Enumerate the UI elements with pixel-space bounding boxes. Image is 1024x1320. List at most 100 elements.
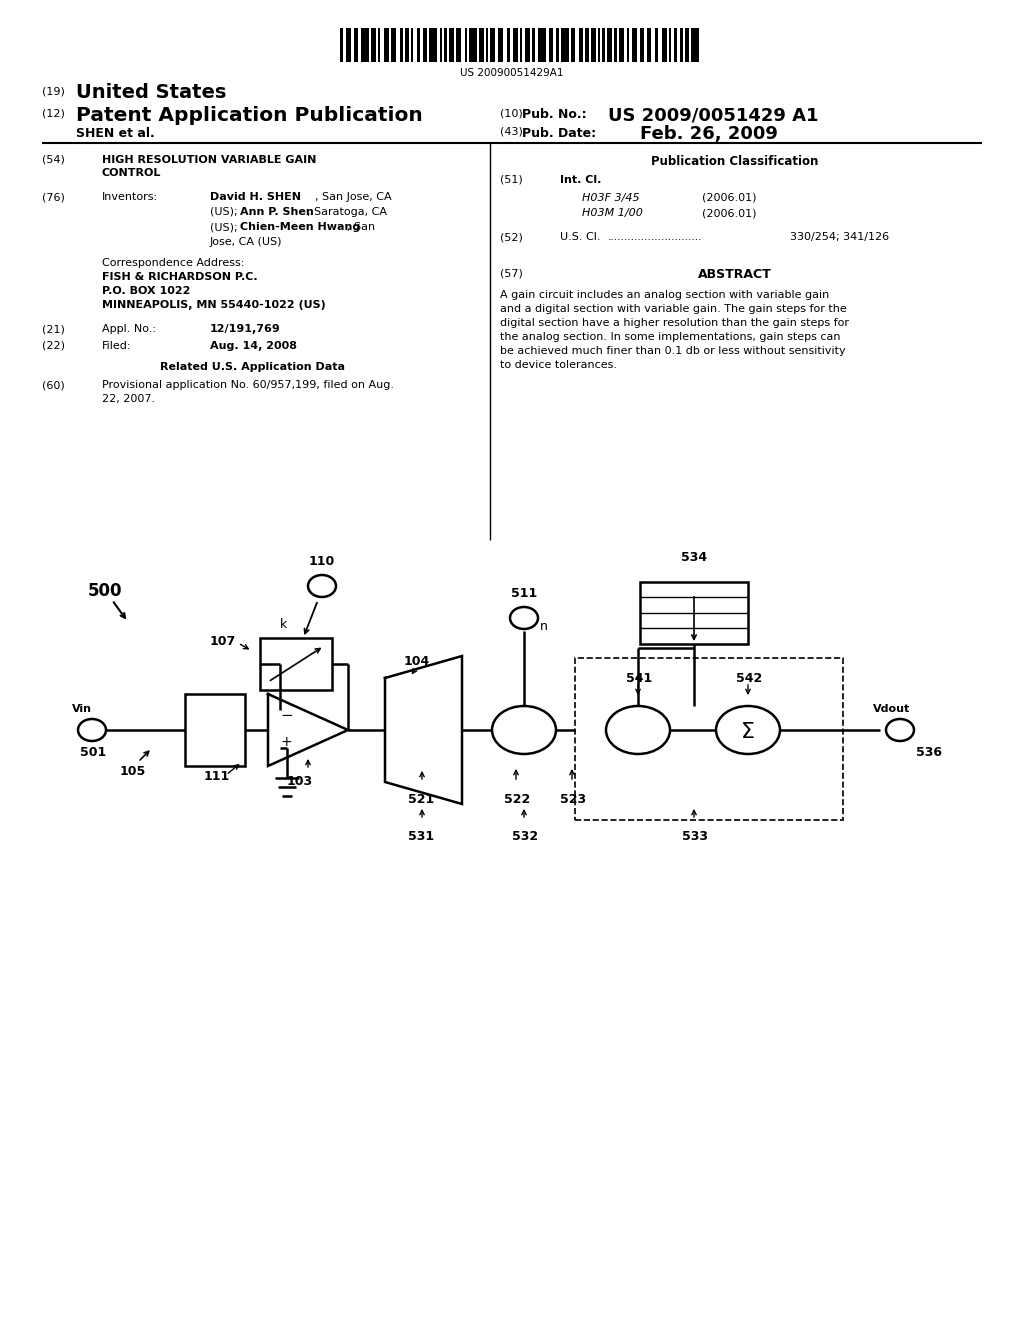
Text: Feb. 26, 2009: Feb. 26, 2009 [640,125,778,143]
Text: MINNEAPOLIS, MN 55440-1022 (US): MINNEAPOLIS, MN 55440-1022 (US) [102,300,326,310]
Text: 110: 110 [309,554,335,568]
Text: (12): (12) [42,108,65,117]
Bar [391,28,396,62]
Text: ABSTRACT: ABSTRACT [698,268,772,281]
Text: 500: 500 [88,582,123,601]
Bar [354,28,358,62]
Bar [465,28,467,62]
Bar [538,28,546,62]
Text: Vin: Vin [72,704,92,714]
Bar [680,28,683,62]
Text: (43): (43) [500,127,523,137]
Text: P.O. BOX 1022: P.O. BOX 1022 [102,286,190,296]
Text: US 2009/0051429 A1: US 2009/0051429 A1 [608,106,818,124]
Bar [378,28,380,62]
Text: Related U.S. Application Data: Related U.S. Application Data [160,362,345,372]
Bar [669,28,671,62]
Bar [456,28,461,62]
Text: (52): (52) [500,232,523,242]
Text: (US);: (US); [210,207,241,216]
Text: 534: 534 [681,550,707,564]
Bar [662,28,667,62]
Text: 541: 541 [626,672,652,685]
Text: Provisional application No. 60/957,199, filed on Aug.: Provisional application No. 60/957,199, … [102,380,394,389]
Text: H03F 3/45: H03F 3/45 [582,193,640,203]
Text: 104: 104 [404,655,430,668]
Bar [561,28,569,62]
Text: Pub. No.:: Pub. No.: [522,108,587,121]
Text: , San: , San [347,222,375,232]
Text: U.S. Cl.: U.S. Cl. [560,232,600,242]
Bar [429,28,437,62]
Text: 105: 105 [120,766,146,777]
Text: Pub. Date:: Pub. Date: [522,127,596,140]
Bar [346,28,351,62]
Text: 533: 533 [682,830,708,843]
Bar [440,28,442,62]
Bar [618,28,624,62]
Text: 511: 511 [511,587,538,601]
Text: 522: 522 [504,793,530,807]
Text: (19): (19) [42,86,65,96]
Text: n: n [540,620,548,634]
Text: (54): (54) [42,154,65,165]
Text: 523: 523 [560,793,586,807]
Bar [507,28,510,62]
Text: (51): (51) [500,176,522,185]
Bar [490,28,495,62]
Text: (2006.01): (2006.01) [702,193,757,203]
Text: digital section have a higher resolution than the gain steps for: digital section have a higher resolution… [500,318,849,327]
Bar [423,28,427,62]
Text: (US);: (US); [210,222,241,232]
Bar [260,638,332,690]
Text: , Saratoga, CA: , Saratoga, CA [307,207,387,216]
Bar [655,28,658,62]
Text: (10): (10) [500,108,522,117]
Ellipse shape [716,706,780,754]
Bar [691,28,699,62]
Text: SHEN et al.: SHEN et al. [76,127,155,140]
Ellipse shape [492,706,556,754]
Bar [498,28,503,62]
Bar [591,28,596,62]
Text: (60): (60) [42,380,65,389]
Text: 330/254; 341/126: 330/254; 341/126 [790,232,889,242]
Text: United States: United States [76,83,226,102]
Text: Appl. No.:: Appl. No.: [102,323,156,334]
Text: 111: 111 [204,770,230,783]
Text: 107: 107 [210,635,237,648]
Text: David H. SHEN: David H. SHEN [210,191,301,202]
Text: (76): (76) [42,191,65,202]
Text: FISH & RICHARDSON P.C.: FISH & RICHARDSON P.C. [102,272,258,282]
Text: Ann P. Shen: Ann P. Shen [240,207,313,216]
Bar [417,28,420,62]
Text: k: k [280,618,288,631]
Text: A gain circuit includes an analog section with variable gain: A gain circuit includes an analog sectio… [500,290,829,300]
Text: Inventors:: Inventors: [102,191,158,202]
Text: 532: 532 [512,830,539,843]
Bar [614,28,617,62]
Bar [607,28,612,62]
Text: 103: 103 [287,775,313,788]
Text: Vdout: Vdout [873,704,910,714]
Text: +: + [280,735,292,748]
Bar [647,28,651,62]
Text: ............................: ............................ [608,232,702,242]
Text: 22, 2007.: 22, 2007. [102,393,155,404]
Bar [449,28,454,62]
Text: (57): (57) [500,268,523,279]
Bar [640,582,748,644]
Bar [627,28,629,62]
Text: 12/191,769: 12/191,769 [210,323,281,334]
Text: 542: 542 [736,672,762,685]
Text: 501: 501 [80,746,106,759]
Bar [585,28,589,62]
Bar [185,694,245,766]
Bar [632,28,637,62]
Bar [575,657,843,820]
Text: Int. Cl.: Int. Cl. [560,176,601,185]
Text: Filed:: Filed: [102,341,131,351]
Bar [371,28,376,62]
Bar [479,28,484,62]
Bar [513,28,518,62]
